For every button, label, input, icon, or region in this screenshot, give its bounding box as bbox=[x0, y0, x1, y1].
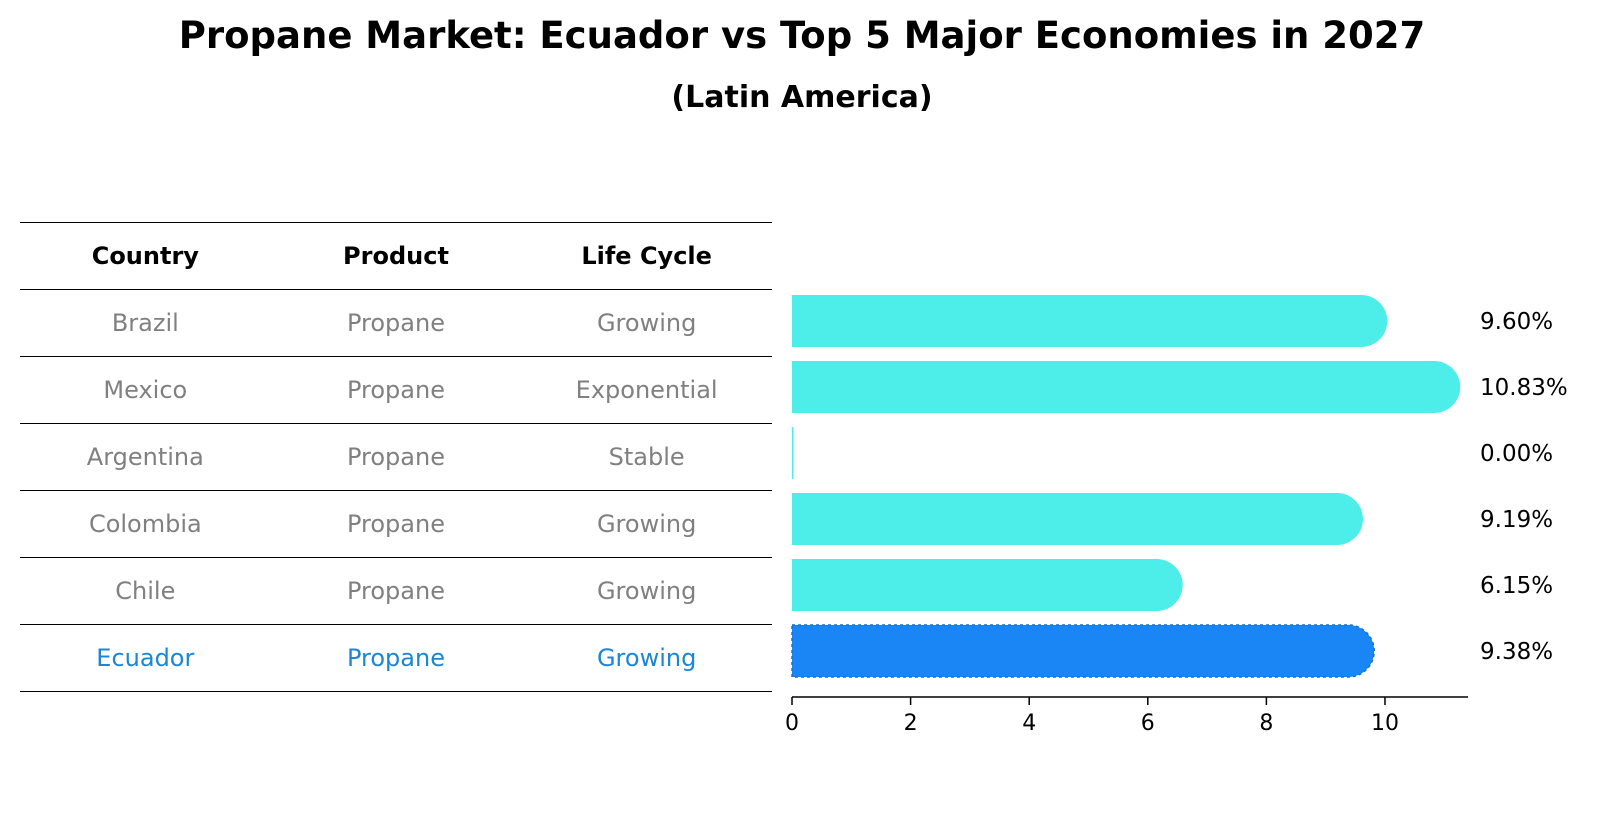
table-cell-country: Brazil bbox=[111, 309, 179, 337]
x-tick-label: 8 bbox=[1259, 711, 1273, 736]
table-cell-life-cycle: Growing bbox=[596, 309, 697, 337]
bar-ecuador bbox=[791, 624, 1375, 678]
bar-mexico bbox=[792, 361, 1461, 413]
x-tick-label: 10 bbox=[1371, 711, 1399, 736]
x-tick-label: 2 bbox=[904, 711, 918, 736]
table-cell-country: Colombia bbox=[88, 510, 202, 538]
table-cell-life-cycle: Growing bbox=[596, 644, 697, 672]
table-cell-life-cycle: Exponential bbox=[575, 376, 718, 404]
table-cell-country: Mexico bbox=[103, 376, 188, 404]
header-country: Country bbox=[91, 242, 199, 270]
table-cell-country: Chile bbox=[115, 577, 176, 605]
chart-title: Propane Market: Ecuador vs Top 5 Major E… bbox=[178, 14, 1426, 57]
x-tick-label: 4 bbox=[1022, 711, 1036, 736]
bar-value-label: 9.19% bbox=[1480, 507, 1553, 533]
chart-subtitle: (Latin America) bbox=[671, 80, 933, 115]
header-product: Product bbox=[343, 242, 449, 270]
bar-value-label: 0.00% bbox=[1480, 441, 1553, 467]
table-row: Mexico Propane Exponential bbox=[20, 356, 772, 423]
data-table: Country Product Life Cycle Brazil Propan… bbox=[20, 222, 772, 692]
bar-value-label: 9.38% bbox=[1480, 639, 1553, 665]
table-cell-life-cycle: Growing bbox=[596, 510, 697, 538]
table-cell-country: Ecuador bbox=[96, 644, 195, 672]
table-row: Brazil Propane Growing bbox=[20, 289, 772, 356]
bar-value-label: 6.15% bbox=[1480, 573, 1553, 599]
bar-brazil bbox=[792, 295, 1388, 347]
table-cell-product: Propane bbox=[346, 577, 445, 605]
table-row: Chile Propane Growing bbox=[20, 557, 772, 624]
table-row-highlight: Ecuador Propane Growing bbox=[20, 624, 772, 692]
table-cell-product: Propane bbox=[346, 644, 445, 672]
table-cell-product: Propane bbox=[346, 376, 445, 404]
table-cell-product: Propane bbox=[346, 510, 445, 538]
table-row: Argentina Propane Stable bbox=[20, 423, 772, 490]
header-life-cycle: Life Cycle bbox=[581, 242, 712, 270]
table-cell-product: Propane bbox=[346, 443, 445, 471]
table-cell-product: Propane bbox=[346, 309, 445, 337]
x-tick-label: 0 bbox=[785, 711, 799, 736]
bar-value-label: 10.83% bbox=[1480, 375, 1568, 401]
table-row: Colombia Propane Growing bbox=[20, 490, 772, 557]
x-tick-label: 6 bbox=[1141, 711, 1155, 736]
table-cell-country: Argentina bbox=[86, 443, 204, 471]
table-header-row: Country Product Life Cycle bbox=[20, 222, 772, 289]
bar-argentina bbox=[792, 427, 794, 479]
table-cell-life-cycle: Growing bbox=[596, 577, 697, 605]
bar-chile bbox=[792, 559, 1183, 611]
bar-value-label: 9.60% bbox=[1480, 309, 1553, 335]
bar-colombia bbox=[792, 493, 1363, 545]
table-cell-life-cycle: Stable bbox=[608, 443, 685, 471]
